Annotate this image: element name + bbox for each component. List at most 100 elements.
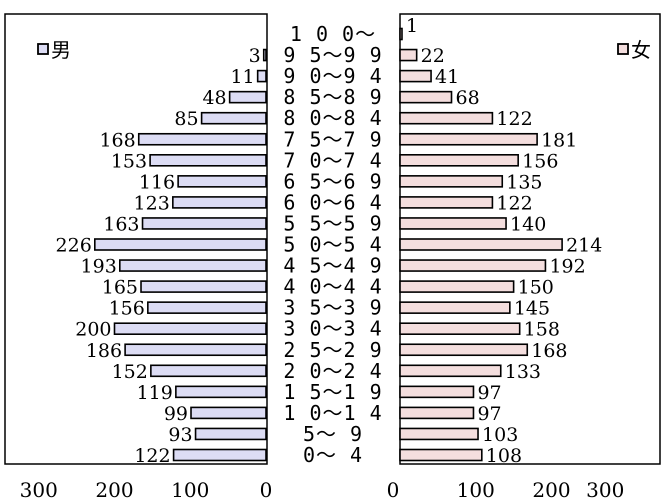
female-value-label: 158 bbox=[524, 319, 560, 341]
female-value-label: 97 bbox=[477, 382, 501, 404]
age-group-label: 3 0～3 4 bbox=[283, 317, 382, 341]
x-tick-label-right: 100 bbox=[457, 478, 495, 502]
female-bar bbox=[400, 50, 417, 61]
female-value-label: 135 bbox=[506, 171, 542, 193]
female-value-label: 108 bbox=[486, 445, 522, 467]
female-bar bbox=[400, 365, 501, 376]
male-value-label: 200 bbox=[75, 319, 111, 341]
age-group-label: 5 5～5 9 bbox=[283, 211, 382, 235]
female-value-label: 68 bbox=[456, 87, 480, 109]
male-value-label: 116 bbox=[139, 171, 175, 193]
legend-swatch-female bbox=[618, 44, 628, 54]
male-bar bbox=[173, 197, 266, 208]
male-value-label: 122 bbox=[134, 445, 170, 467]
male-bar bbox=[230, 92, 266, 103]
x-tick-label-right: 300 bbox=[586, 478, 624, 502]
female-bar bbox=[400, 155, 518, 166]
female-bar bbox=[400, 176, 502, 187]
male-value-label: 3 bbox=[249, 45, 261, 67]
age-group-label: 8 5～8 9 bbox=[283, 85, 382, 109]
male-value-label: 226 bbox=[56, 235, 92, 257]
age-group-label: 2 0～2 4 bbox=[283, 359, 382, 383]
male-bar bbox=[191, 407, 266, 418]
male-bar bbox=[141, 281, 266, 292]
male-bar bbox=[143, 218, 266, 229]
age-group-label: 6 0～6 4 bbox=[283, 190, 382, 214]
male-value-label: 193 bbox=[81, 256, 117, 278]
male-value-label: 123 bbox=[134, 192, 170, 214]
female-value-label: 122 bbox=[496, 108, 532, 130]
female-bar bbox=[400, 92, 452, 103]
age-group-label: 4 0～4 4 bbox=[283, 275, 382, 299]
age-group-label: 9 0～9 4 bbox=[283, 64, 382, 88]
male-value-label: 119 bbox=[137, 382, 173, 404]
female-value-label: 145 bbox=[514, 298, 550, 320]
male-value-label: 168 bbox=[99, 129, 135, 151]
x-tick-label-left: 0 bbox=[260, 478, 273, 502]
male-value-label: 165 bbox=[102, 277, 138, 299]
female-value-label: 122 bbox=[496, 192, 532, 214]
male-bar bbox=[258, 71, 266, 82]
female-value-label: 133 bbox=[505, 361, 541, 383]
male-value-label: 48 bbox=[202, 87, 226, 109]
male-bar bbox=[115, 323, 267, 334]
female-bar bbox=[400, 407, 473, 418]
male-bar bbox=[95, 239, 266, 250]
female-value-label: 192 bbox=[549, 256, 585, 278]
female-bar bbox=[400, 29, 402, 40]
age-group-label: 1 0～1 4 bbox=[283, 401, 382, 425]
female-bar bbox=[400, 386, 473, 397]
x-axis-ticks: 300 200 100 0 0 100 200 300 bbox=[20, 478, 625, 502]
x-tick-label-left: 100 bbox=[171, 478, 209, 502]
age-group-label: 1 0 0～ bbox=[290, 22, 376, 46]
age-group-label: 7 0～7 4 bbox=[283, 148, 382, 172]
x-tick-label-left: 200 bbox=[95, 478, 133, 502]
legend-label-male: 男 bbox=[51, 38, 71, 62]
female-bar bbox=[400, 260, 545, 271]
female-value-label: 97 bbox=[477, 403, 501, 425]
age-group-label: 6 5～6 9 bbox=[283, 169, 382, 193]
female-bar bbox=[400, 71, 431, 82]
male-value-label: 156 bbox=[109, 298, 145, 320]
female-value-label: 150 bbox=[518, 277, 554, 299]
x-tick-label-right: 0 bbox=[387, 478, 400, 502]
male-bar bbox=[151, 365, 266, 376]
female-bar bbox=[400, 239, 562, 250]
male-value-label: 186 bbox=[86, 340, 122, 362]
female-bar bbox=[400, 450, 482, 461]
age-group-label: 4 5～4 9 bbox=[283, 254, 382, 278]
male-bar bbox=[148, 302, 266, 313]
male-bar bbox=[120, 260, 266, 271]
male-value-label: 11 bbox=[230, 66, 254, 88]
female-value-label: 22 bbox=[421, 45, 445, 67]
female-bar bbox=[400, 134, 537, 145]
male-bar bbox=[176, 386, 266, 397]
male-value-label: 163 bbox=[103, 213, 139, 235]
female-bar bbox=[400, 218, 506, 229]
age-group-label: 8 0～8 4 bbox=[283, 106, 382, 130]
age-group-label: 3 5～3 9 bbox=[283, 296, 382, 320]
male-bar bbox=[174, 450, 266, 461]
female-bar bbox=[400, 302, 510, 313]
female-bar bbox=[400, 281, 514, 292]
male-value-label: 153 bbox=[111, 150, 147, 172]
female-bar bbox=[400, 197, 492, 208]
female-value-label: 140 bbox=[510, 213, 546, 235]
male-bar bbox=[178, 176, 266, 187]
male-bar bbox=[150, 155, 266, 166]
male-value-label: 85 bbox=[174, 108, 198, 130]
age-group-label: 9 5～9 9 bbox=[283, 43, 382, 67]
legend-label-female: 女 bbox=[631, 38, 651, 62]
female-series: 1081039797133168158145150192214140122135… bbox=[400, 15, 602, 467]
female-value-label: 214 bbox=[566, 235, 602, 257]
male-value-label: 99 bbox=[164, 403, 188, 425]
age-group-label: 0～ 4 bbox=[303, 443, 363, 467]
age-group-label: 5～ 9 bbox=[303, 422, 363, 446]
female-value-label: 181 bbox=[541, 129, 577, 151]
male-bar bbox=[139, 134, 266, 145]
female-value-label: 1 bbox=[406, 15, 418, 37]
male-bar bbox=[202, 113, 266, 124]
male-value-label: 93 bbox=[168, 424, 192, 446]
